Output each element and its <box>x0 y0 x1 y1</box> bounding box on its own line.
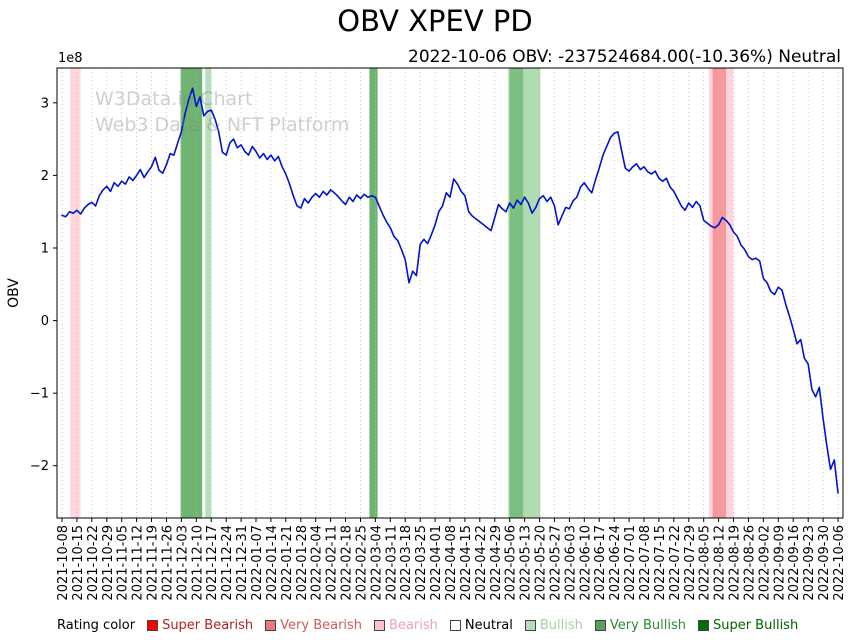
x-tick-label: 2022-03-25 <box>414 525 429 601</box>
rating-band-very-bullish <box>180 68 203 518</box>
rating-band-bearish <box>70 68 81 518</box>
x-tick-label: 2022-01-07 <box>250 525 265 601</box>
legend-item-very-bearish: Very Bearish <box>265 618 362 633</box>
x-tick-label: 2021-12-17 <box>205 525 220 601</box>
x-tick-label: 2022-01-14 <box>265 525 280 601</box>
x-tick-label: 2022-09-16 <box>787 525 802 601</box>
x-tick-label: 2021-10-08 <box>56 525 71 601</box>
x-tick-label: 2022-05-27 <box>549 525 564 601</box>
y-tick-label: −1 <box>30 387 49 402</box>
x-tick-label: 2022-06-17 <box>593 525 608 601</box>
legend-label-very-bearish: Very Bearish <box>280 618 363 633</box>
x-tick-label: 2022-07-08 <box>638 525 653 601</box>
legend-swatch-bearish <box>374 620 386 631</box>
rating-band-very-bullish <box>509 68 524 518</box>
x-tick-label: 2021-11-26 <box>161 525 176 601</box>
x-tick-label: 2022-10-06 <box>832 525 847 601</box>
legend-label-very-bullish: Very Bullish <box>609 618 686 633</box>
obv-line <box>61 87 839 494</box>
x-tick-label: 2022-09-02 <box>757 525 772 601</box>
rating-band-bullish <box>205 68 212 518</box>
x-tick-label: 2022-07-22 <box>668 525 683 601</box>
y-tick-label: 2 <box>41 169 49 184</box>
x-tick-label: 2022-04-08 <box>444 525 459 601</box>
rating-legend: Rating color Super Bearish Very Bearish Be… <box>57 618 798 633</box>
legend-title: Rating color <box>57 618 136 633</box>
legend-item-neutral: Neutral <box>449 618 513 633</box>
x-tick-label: 2022-08-12 <box>713 525 728 601</box>
x-tick-label: 2022-07-15 <box>653 525 668 601</box>
x-tick-label: 2022-04-22 <box>474 525 489 601</box>
legend-item-bullish: Bullish <box>524 618 583 633</box>
x-tick-label: 2022-09-09 <box>772 525 787 601</box>
x-tick-label: 2021-11-05 <box>116 525 131 601</box>
x-tick-label: 2022-04-01 <box>429 525 444 601</box>
legend-label-neutral: Neutral <box>464 618 513 633</box>
y-tick-label: 3 <box>41 96 49 111</box>
legend-item-bearish: Bearish <box>374 618 438 633</box>
x-tick-label: 2022-05-06 <box>504 525 519 601</box>
legend-swatch-bullish <box>524 620 536 631</box>
rating-band-very-bullish <box>369 68 378 518</box>
x-tick-label: 2022-01-21 <box>280 525 295 601</box>
x-tick-label: 2022-03-04 <box>369 525 384 601</box>
x-tick-label: 2021-12-03 <box>175 525 190 601</box>
x-tick-label: 2022-04-29 <box>489 525 504 601</box>
legend-item-super-bearish: Super Bearish <box>147 618 253 633</box>
x-tick-label: 2022-02-25 <box>355 525 370 601</box>
legend-swatch-super-bullish <box>697 620 709 631</box>
x-tick-label: 2022-06-03 <box>563 525 578 601</box>
chart-title: OBV XPEV PD <box>337 4 533 38</box>
x-tick-label: 2022-02-18 <box>340 525 355 601</box>
y-axis-label: OBV <box>6 278 22 308</box>
x-tick-label: 2022-08-05 <box>698 525 713 601</box>
chart-subtitle: 2022-10-06 OBV: -237524684.00(-10.36%) N… <box>408 47 841 67</box>
x-tick-label: 2021-11-19 <box>146 525 161 601</box>
legend-label-bearish: Bearish <box>389 618 438 633</box>
x-tick-label: 2022-05-13 <box>519 525 534 601</box>
legend-items: Super Bearish Very Bearish Bearish Neutral B… <box>147 618 798 633</box>
x-tick-label: 2021-12-10 <box>190 525 205 601</box>
x-tick-label: 2021-10-29 <box>101 525 116 601</box>
y-tick-label: 1 <box>41 242 49 257</box>
legend-label-super-bullish: Super Bullish <box>712 618 799 633</box>
x-tick-label: 2021-12-24 <box>220 525 235 601</box>
x-tick-label: 2022-04-15 <box>459 525 474 601</box>
y-offset-label: 1e8 <box>58 51 83 66</box>
x-tick-label: 2022-08-19 <box>728 525 743 601</box>
x-tick-label: 2022-07-01 <box>623 525 638 601</box>
rating-band-very-bearish <box>712 68 726 518</box>
legend-label-bullish: Bullish <box>539 618 583 633</box>
x-tick-label: 2021-11-12 <box>131 525 146 601</box>
x-tick-label: 2022-02-04 <box>310 525 325 601</box>
x-tick-label: 2021-10-22 <box>86 525 101 601</box>
x-tick-label: 2022-01-28 <box>295 525 310 601</box>
x-tick-label: 2022-09-23 <box>802 525 817 601</box>
legend-label-super-bearish: Super Bearish <box>162 618 254 633</box>
x-tick-label: 2022-05-20 <box>534 525 549 601</box>
legend-swatch-neutral <box>449 620 461 631</box>
x-tick-label: 2022-09-30 <box>817 525 832 601</box>
legend-item-super-bullish: Super Bullish <box>697 618 799 633</box>
x-tick-label: 2022-06-24 <box>608 525 623 601</box>
x-tick-label: 2022-06-10 <box>578 525 593 601</box>
y-tick-label: 0 <box>41 314 49 329</box>
legend-swatch-very-bullish <box>594 620 606 631</box>
y-tick-label: −2 <box>30 459 49 474</box>
x-tick-label: 2021-10-15 <box>71 525 86 601</box>
x-tick-label: 2022-02-11 <box>325 525 340 601</box>
x-tick-label: 2022-03-18 <box>399 525 414 601</box>
legend-item-very-bullish: Very Bullish <box>594 618 686 633</box>
x-tick-label: 2022-03-11 <box>384 525 399 601</box>
x-tick-label: 2022-08-26 <box>743 525 758 601</box>
x-tick-label: 2022-07-29 <box>683 525 698 601</box>
legend-swatch-very-bearish <box>265 620 277 631</box>
x-tick-label: 2021-12-31 <box>235 525 250 601</box>
legend-swatch-super-bearish <box>147 620 159 631</box>
